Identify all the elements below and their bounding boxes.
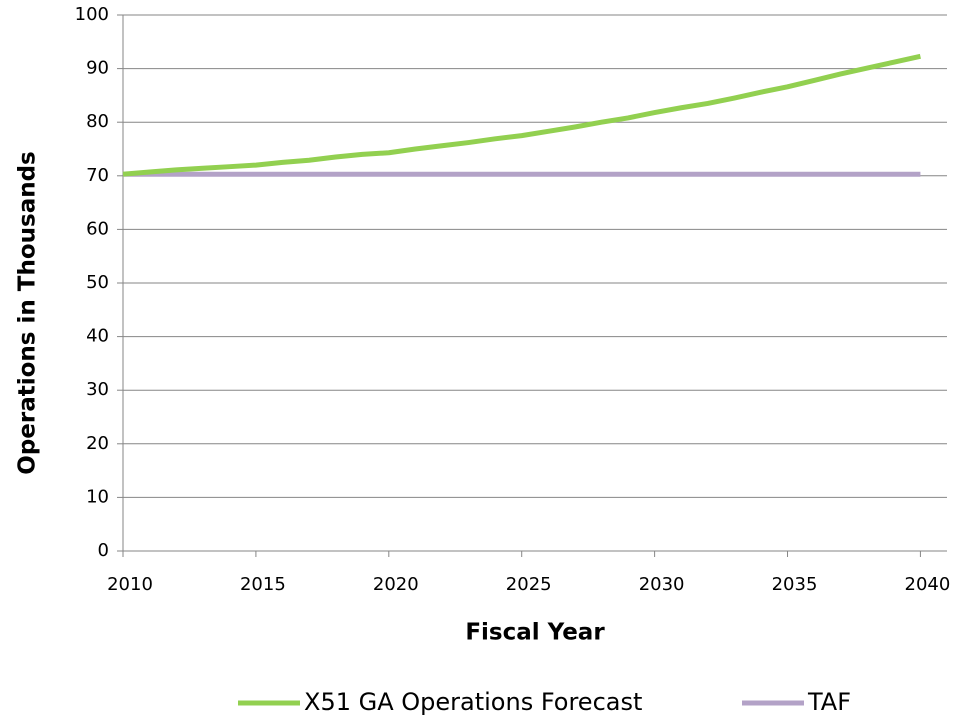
x-tick-label: 2035 — [772, 574, 818, 595]
y-tick-label: 90 — [86, 58, 109, 79]
y-tick-label: 40 — [86, 326, 109, 347]
legend-label: X51 GA Operations Forecast — [304, 688, 642, 716]
y-tick-label: 50 — [86, 272, 109, 293]
x-tick-label: 2015 — [240, 574, 286, 595]
legend-label: TAF — [807, 688, 851, 716]
y-tick-label: 80 — [86, 111, 109, 132]
y-tick-label: 30 — [86, 379, 109, 400]
y-axis-title: Operations in Thousands — [15, 151, 41, 474]
y-tick-label: 20 — [86, 433, 109, 454]
x-tick-label: 2040 — [905, 574, 951, 595]
x-tick-label: 2010 — [107, 574, 153, 595]
x-tick-label: 2025 — [506, 574, 552, 595]
x-axis-title: Fiscal Year — [465, 620, 605, 646]
y-tick-label: 60 — [86, 218, 109, 239]
y-tick-label: 70 — [86, 165, 109, 186]
y-tick-label: 10 — [86, 486, 109, 507]
x-tick-label: 2030 — [639, 574, 685, 595]
y-tick-label: 0 — [98, 540, 109, 561]
x-tick-label: 2020 — [373, 574, 419, 595]
data-line — [122, 53, 921, 177]
y-tick-label: 100 — [75, 4, 109, 25]
